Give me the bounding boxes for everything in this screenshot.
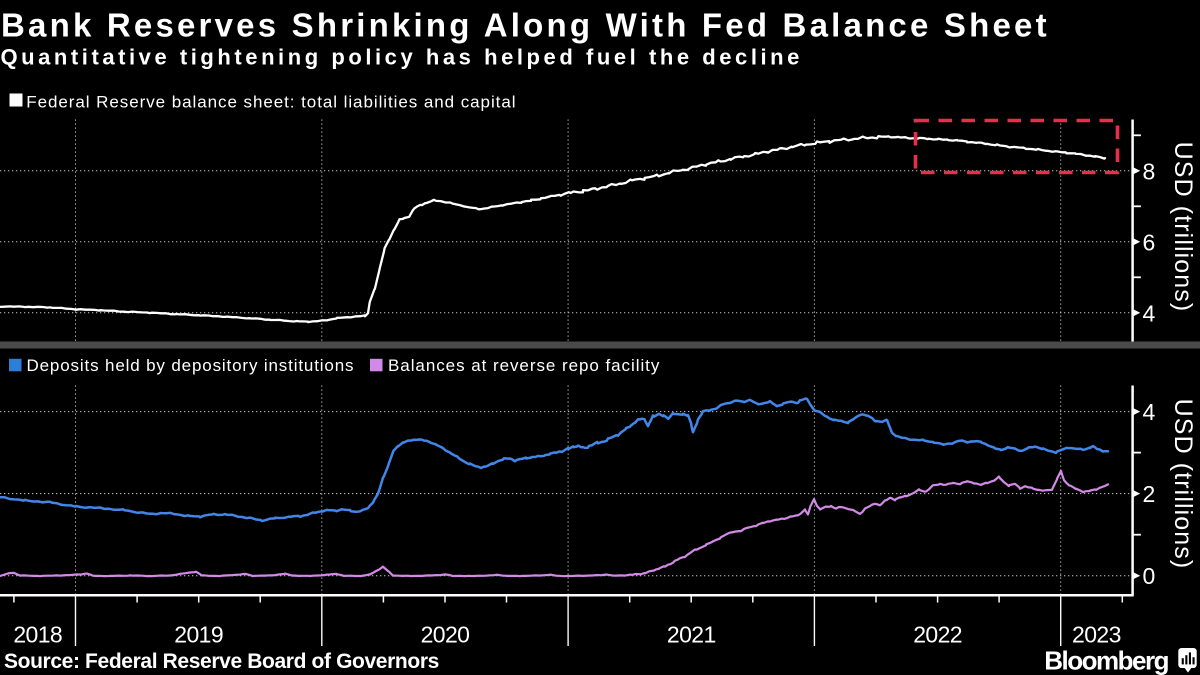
svg-text:2020: 2020 [421, 622, 470, 648]
svg-text:Bank Reserves Shrinking Along: Bank Reserves Shrinking Along With Fed B… [1, 7, 1050, 44]
svg-text:4: 4 [1143, 300, 1156, 326]
svg-text:2018: 2018 [13, 622, 62, 648]
svg-text:8: 8 [1143, 158, 1156, 184]
svg-text:2: 2 [1143, 481, 1156, 507]
svg-text:4: 4 [1143, 399, 1156, 425]
svg-text:Balances at reverse repo facil: Balances at reverse repo facility [388, 356, 660, 375]
svg-text:0: 0 [1143, 563, 1156, 589]
svg-text:2023: 2023 [1072, 622, 1121, 648]
svg-text:2022: 2022 [913, 622, 962, 648]
svg-text:Quantitative tightening policy: Quantitative tightening policy has helpe… [1, 44, 803, 69]
svg-text:Bloomberg: Bloomberg [1044, 646, 1168, 675]
svg-text:2019: 2019 [174, 622, 223, 648]
svg-text:2021: 2021 [667, 622, 716, 648]
svg-text:USD (trillions): USD (trillions) [1169, 399, 1197, 570]
svg-text:Deposits held by depository in: Deposits held by depository institutions [27, 356, 355, 375]
svg-text:Federal Reserve balance sheet:: Federal Reserve balance sheet: total lia… [26, 93, 516, 112]
svg-text:USD (trillions): USD (trillions) [1169, 142, 1197, 313]
svg-text:Source: Federal Reserve Board: Source: Federal Reserve Board of Governo… [4, 650, 439, 673]
svg-text:6: 6 [1143, 229, 1156, 255]
